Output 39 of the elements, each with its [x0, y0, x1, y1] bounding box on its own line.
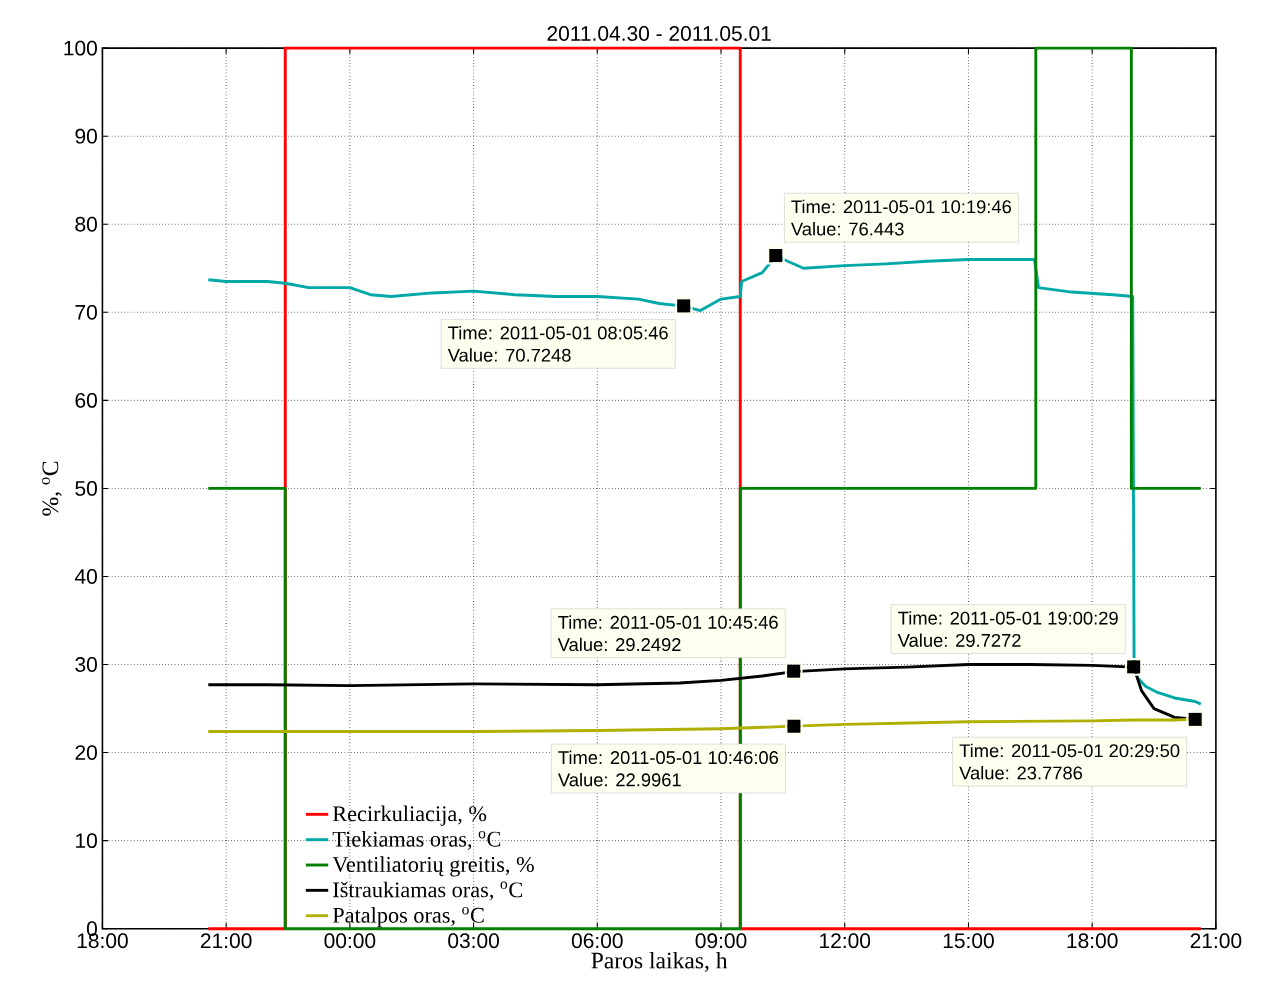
x-tick-label: 18:00 — [1067, 933, 1118, 949]
legend-label: Ventiliatorių greitis, % — [332, 856, 534, 877]
y-tick-label: 30 — [75, 657, 97, 673]
x-tick-label: 00:00 — [324, 933, 376, 949]
y-axis-title: %, $^{o}$C — [42, 461, 62, 516]
annotation: Time: 2011-05-01 19:00:29 — [898, 611, 1118, 625]
y-tick-label: 20 — [75, 745, 97, 761]
x-tick-label: 06:00 — [571, 933, 623, 949]
annotation: Time: 2011-05-01 10:46:06 — [558, 750, 779, 765]
annotation: Value: 29.2492 — [557, 637, 681, 652]
y-tick-label: 90 — [75, 129, 97, 144]
x-tick-label: 12:00 — [820, 933, 871, 949]
annotation: Value: 29.7272 — [897, 633, 1021, 648]
x-tick-label: 21:00 — [200, 933, 252, 949]
y-tick-label: 50 — [75, 481, 97, 497]
annotation: Value: 23.7786 — [959, 766, 1083, 780]
x-tick-label: 03:00 — [448, 933, 499, 949]
annotation: Time: 2011-05-01 20:29:50 — [959, 743, 1180, 758]
x-axis-title: Paros laikas, h — [591, 952, 728, 973]
annotation: Value: 70.7248 — [447, 348, 571, 362]
legend-label: Patalpos oras, $^{o}$C — [332, 907, 484, 928]
y-tick-label: 100 — [64, 40, 97, 56]
y-tick-label: 70 — [75, 305, 97, 320]
y-tick-label: 60 — [75, 393, 97, 409]
legend-label: Tiekiamas oras, $^{o}$C — [332, 831, 501, 851]
annotation: Value: 76.443 — [790, 222, 904, 236]
legend-label: Ištraukiamas oras, $^{o}$C — [333, 881, 522, 901]
legend-label: Recirkuliacija, % — [332, 805, 487, 827]
x-tick-label: 21:00 — [1190, 933, 1242, 949]
annotation: Value: 22.9961 — [558, 773, 681, 787]
x-tick-label: 09:00 — [695, 933, 747, 949]
y-tick-label: 80 — [75, 217, 97, 232]
x-tick-label: 15:00 — [943, 933, 994, 949]
annotation: Time: 2011-05-01 08:05:46 — [448, 326, 668, 340]
chart-title: 2011.04.30 - 2011.05.01 — [547, 26, 771, 42]
y-tick-label: 40 — [74, 569, 97, 585]
y-tick-label: 10 — [76, 833, 97, 849]
annotation: Time: 2011-05-01 10:19:46 — [791, 200, 1011, 214]
annotation: Time: 2011-05-01 10:45:46 — [558, 615, 778, 630]
